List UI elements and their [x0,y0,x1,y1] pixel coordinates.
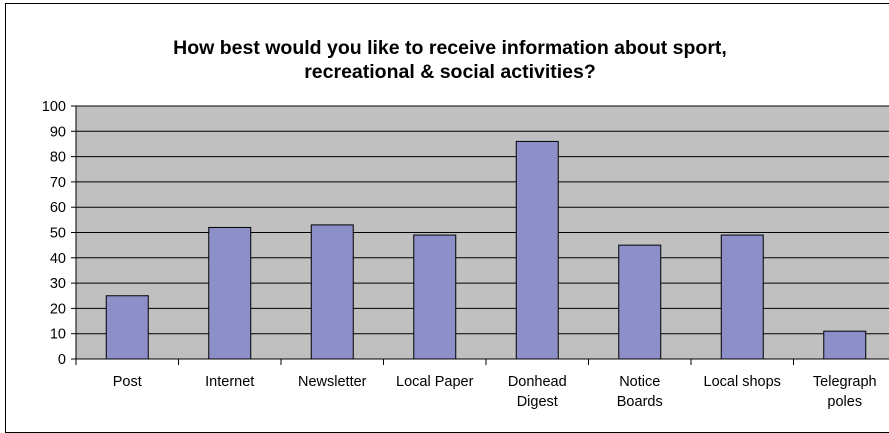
chart-title-line-1: How best would you like to receive infor… [173,37,727,59]
x-category-label: Boards [617,394,663,410]
x-category-label: Local Paper [396,374,474,390]
y-tick-label: 20 [50,301,66,317]
chart-title: How best would you like to receive infor… [60,36,840,84]
x-category-label: Post [113,374,142,390]
x-category-label: Digest [517,394,558,410]
x-category-label: poles [827,394,862,410]
x-category-label: Internet [205,374,254,390]
chart-title-line-2: recreational & social activities? [304,61,596,83]
bar [208,226,252,360]
y-axis-ticks: 0 10 20 30 40 50 60 70 80 90 100 [42,99,76,368]
x-category-label: Notice [619,374,660,390]
y-tick-label: 30 [50,276,66,292]
plot-area [75,105,889,365]
bar [310,224,354,360]
y-tick-label: 10 [50,327,66,343]
bar [515,140,559,360]
bars [105,140,867,360]
y-tick-label: 50 [50,226,66,242]
y-tick-label: 60 [50,200,66,216]
y-tick-label: 0 [58,352,66,368]
x-category-label: Donhead [508,374,567,390]
x-axis-categories: Post Internet Newsletter Local Paper Donhead… [113,359,877,410]
bar [823,330,867,360]
bar [413,234,457,360]
y-tick-label: 80 [50,150,66,166]
y-tick-label: 90 [50,124,66,140]
x-category-label: Telegraph [813,374,877,390]
bar [720,234,764,360]
bar [618,244,662,360]
y-tick-label: 100 [42,99,66,115]
bar [105,295,149,360]
y-tick-label: 40 [50,251,66,267]
x-category-label: Local shops [704,374,781,390]
y-tick-label: 70 [50,175,66,191]
x-category-label: Newsletter [298,374,367,390]
